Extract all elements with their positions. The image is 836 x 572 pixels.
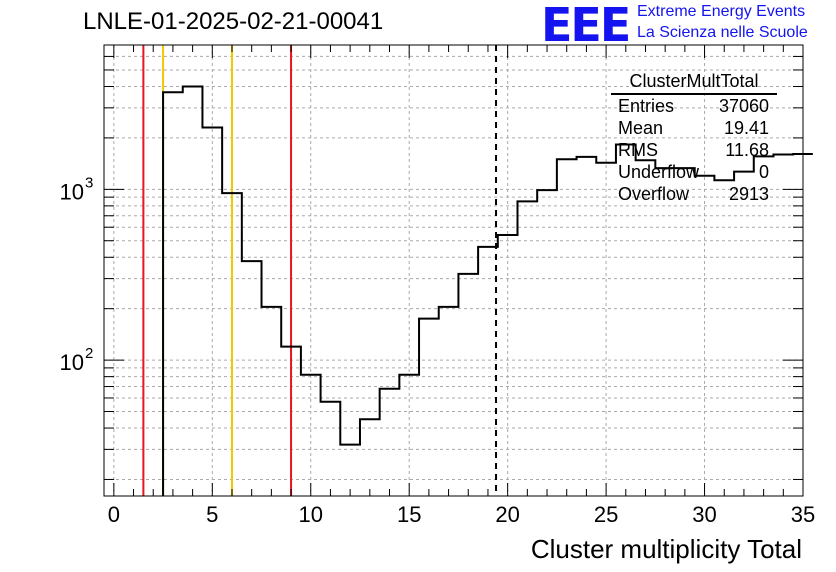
plot-frame: [103, 44, 804, 497]
histogram-bin: [419, 319, 439, 496]
stats-label: RMS: [618, 140, 658, 160]
histogram-bin: [734, 172, 754, 496]
histogram-bin: [537, 190, 557, 496]
histogram-bin: [399, 375, 419, 496]
stats-value: 11.68: [725, 140, 769, 160]
histogram-bin: [380, 389, 400, 496]
histogram-series: [162, 85, 813, 496]
histogram-bin: [557, 159, 577, 496]
stats-row-mean: Mean 19.41: [611, 117, 777, 139]
x-axis-label: Cluster multiplicity Total: [530, 534, 802, 564]
vertical-markers: [142, 45, 498, 496]
histogram-bin: [183, 87, 203, 496]
y-tick-label: 10: [60, 179, 84, 204]
axis-ticks: [104, 44, 804, 496]
histogram-bin: [163, 92, 183, 496]
histogram-bin: [695, 176, 715, 496]
histogram-bin: [222, 193, 242, 496]
y-tick-label-exponent: 3: [85, 174, 93, 191]
histogram-bin: [655, 168, 675, 496]
histogram-bin: [714, 180, 734, 496]
histogram-bin: [242, 261, 262, 496]
histogram-bin: [636, 160, 656, 496]
histogram-bin: [478, 247, 498, 496]
stats-row-entries: Entries 37060: [611, 95, 777, 117]
eee-logo: EEE: [541, 0, 631, 52]
x-tick-label: 5: [206, 502, 218, 527]
x-tick-label: 20: [495, 502, 519, 527]
stats-title: ClusterMultTotal: [611, 70, 777, 95]
histogram-bin: [202, 128, 222, 496]
histogram-bin: [517, 201, 537, 496]
x-tick-label: 25: [594, 502, 618, 527]
histogram-bin: [498, 235, 518, 496]
grid-lines: [104, 44, 803, 496]
x-tick-label: 10: [299, 502, 323, 527]
histogram-bin: [754, 156, 774, 496]
histogram-bin: [596, 163, 616, 496]
stats-box: ClusterMultTotal Entries 37060 Mean 19.4…: [611, 70, 777, 205]
stats-label: Overflow: [618, 184, 690, 204]
brand-line-1: Extreme Energy Events: [637, 3, 806, 20]
stats-label: Entries: [618, 96, 675, 116]
x-tick-label: 0: [108, 502, 120, 527]
histogram-bin: [301, 375, 321, 496]
x-tick-label: 15: [397, 502, 421, 527]
histogram-bin: [675, 168, 695, 496]
y-tick-label: 10: [60, 350, 84, 375]
histogram-bin: [577, 157, 597, 496]
stats-value: 0: [758, 162, 769, 182]
chart-title: LNLE-01-2025-02-21-00041: [83, 8, 384, 35]
brand-line-2: La Scienza nelle Scuole: [637, 24, 808, 41]
stats-row-rms: RMS 11.68: [611, 139, 777, 161]
histogram-bin: [773, 154, 793, 496]
stats-label: Mean: [618, 118, 664, 138]
histogram-bin: [439, 307, 459, 496]
histogram-bin: [262, 307, 282, 496]
stats-value: 19.41: [723, 118, 769, 138]
histogram-bin: [340, 445, 360, 496]
histogram-bin: [360, 419, 380, 496]
x-tick-label: 30: [692, 502, 716, 527]
y-tick-label-exponent: 2: [85, 345, 93, 362]
stats-row-overflow: Overflow 2913: [611, 183, 777, 205]
stats-row-underflow: Underflow 0: [611, 161, 777, 183]
histogram-line: [162, 85, 813, 496]
stats-label: Underflow: [618, 162, 700, 182]
histogram-bin: [458, 274, 478, 496]
histogram-bin: [321, 402, 341, 496]
histogram-bin: [281, 347, 301, 496]
x-tick-label: 35: [791, 502, 815, 527]
stats-value: 2913: [728, 184, 769, 204]
stats-value: 37060: [718, 96, 769, 116]
